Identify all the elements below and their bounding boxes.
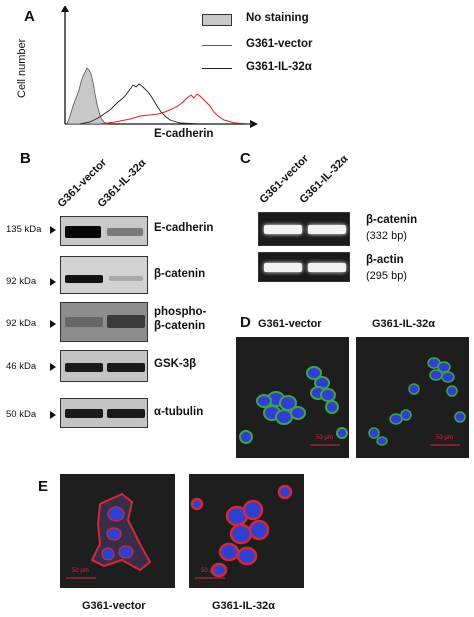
- micrograph-e-il32: 50 μm: [189, 474, 304, 588]
- panel-d-title-il32: G361-IL-32α: [372, 318, 436, 330]
- blot-label: GSK-3β: [154, 358, 197, 370]
- blot-label: E-cadherin: [154, 222, 214, 234]
- blot-label-line1: phospho-: [154, 306, 207, 318]
- gel-label: β-actin: [366, 254, 404, 266]
- gel-beta-catenin: [258, 212, 350, 246]
- band-vector: [65, 275, 103, 283]
- blot-e-cadherin: [60, 216, 148, 246]
- gel-band-il32: [308, 225, 346, 234]
- band-il32: [107, 315, 145, 328]
- band-vector: [65, 226, 101, 238]
- band-il32: [107, 228, 143, 236]
- band-arrow: [50, 278, 56, 286]
- panel-b-letter: B: [20, 150, 31, 167]
- gel-band-vector: [264, 263, 302, 272]
- kda-label: 50 kDa: [6, 409, 37, 420]
- band-il32: [109, 276, 143, 281]
- panel-e-caption-il32: G361-IL-32α: [212, 600, 276, 612]
- blot-label: β-catenin: [154, 268, 206, 280]
- scale-bar-label: 50 μm: [316, 435, 333, 441]
- il32-histogram-line: [79, 83, 201, 125]
- legend-label-il32: G361-IL-32α: [246, 61, 312, 73]
- micrograph-d-il32: 50 μm: [356, 337, 469, 458]
- x-axis-arrow: [250, 120, 258, 128]
- y-axis-label: Cell number: [16, 38, 28, 98]
- band-vector: [65, 409, 103, 418]
- legend-swatch-no-staining: [202, 14, 232, 26]
- x-axis-label: E-cadherin: [154, 128, 214, 140]
- panel-d-title-vector: G361-vector: [258, 318, 322, 330]
- band-arrow: [50, 320, 56, 328]
- gel-beta-actin: [258, 252, 350, 282]
- micrograph-d-vector: 50 μm: [236, 337, 349, 458]
- kda-label: 92 kDa: [6, 276, 37, 287]
- blot-gsk3b: [60, 350, 148, 382]
- micrograph-e-vector: 50 μm: [60, 474, 175, 588]
- legend-label-no-staining: No staining: [246, 12, 309, 24]
- y-axis-arrow: [61, 6, 69, 12]
- legend-label-vector: G361-vector: [246, 38, 313, 50]
- gel-band-il32: [308, 263, 346, 272]
- vector-histogram-line: [99, 93, 253, 125]
- legend: No staining G361-vector G361-IL-32α: [196, 10, 366, 76]
- band-arrow: [50, 226, 56, 234]
- panel-e-caption-vector: G361-vector: [82, 600, 146, 612]
- band-il32: [107, 363, 145, 372]
- band-arrow: [50, 411, 56, 419]
- gel-label: β-catenin: [366, 214, 418, 226]
- scale-bar-label: 50 μm: [201, 568, 218, 574]
- blot-label: α-tubulin: [154, 406, 204, 418]
- blot-phospho-beta-catenin: [60, 302, 148, 342]
- band-vector: [65, 363, 103, 372]
- kda-label: 135 kDa: [6, 224, 42, 235]
- scale-bar-label: 50 μm: [436, 435, 453, 441]
- gel-size: (295 bp): [366, 270, 407, 282]
- panel-d-letter: D: [240, 314, 251, 331]
- no-staining-histogram: [66, 67, 109, 125]
- gel-size: (332 bp): [366, 230, 407, 242]
- scale-bar-label: 50 μm: [72, 568, 89, 574]
- legend-line-vector: [202, 45, 232, 46]
- kda-label: 46 kDa: [6, 361, 37, 372]
- band-il32: [107, 409, 145, 418]
- blot-beta-catenin: [60, 256, 148, 294]
- blot-label-line2: β-catenin: [154, 320, 206, 332]
- panel-a-letter: A: [24, 8, 35, 25]
- panel-a-histogram: [61, 6, 258, 128]
- gel-band-vector: [264, 225, 302, 234]
- panel-e-letter: E: [38, 478, 49, 495]
- legend-line-il32: [202, 68, 232, 69]
- blot-alpha-tubulin: [60, 398, 148, 428]
- kda-label: 92 kDa: [6, 318, 37, 329]
- panel-c-letter: C: [240, 150, 251, 167]
- band-arrow: [50, 363, 56, 371]
- band-vector: [65, 317, 103, 327]
